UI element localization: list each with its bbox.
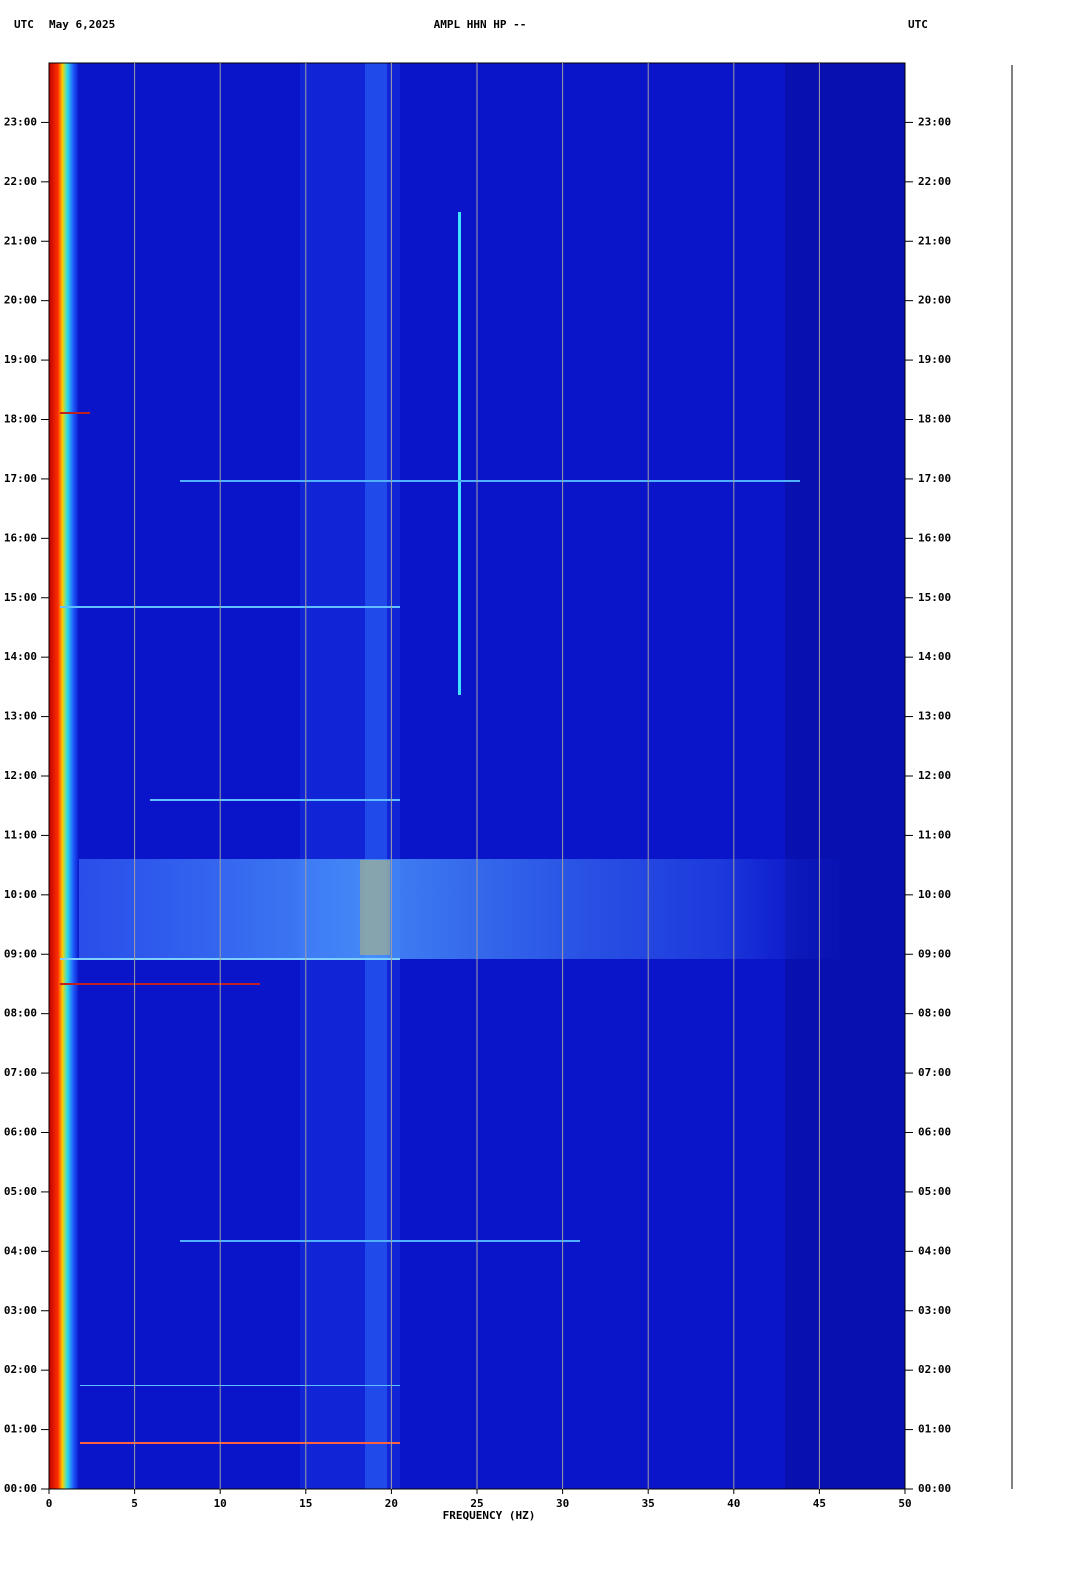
y-tick-label: 04:00 [918, 1244, 951, 1257]
y-tick-label: 15:00 [918, 591, 951, 604]
y-tick-label: 14:00 [918, 650, 951, 663]
y-tick-label: 09:00 [918, 947, 951, 960]
y-tick-label: 16:00 [4, 531, 37, 544]
y-tick-label: 11:00 [4, 828, 37, 841]
y-tick-label: 02:00 [4, 1363, 37, 1376]
y-tick-label: 18:00 [4, 413, 37, 426]
y-tick-label: 08:00 [918, 1007, 951, 1020]
timezone-left: UTC [14, 18, 34, 31]
x-tick-label: 15 [299, 1497, 312, 1510]
y-tick-label: 11:00 [918, 828, 951, 841]
y-tick-label: 12:00 [4, 769, 37, 782]
y-tick-label: 17:00 [4, 472, 37, 485]
y-tick-label: 09:00 [4, 947, 37, 960]
y-tick-label: 04:00 [4, 1244, 37, 1257]
x-tick-label: 20 [385, 1497, 398, 1510]
y-tick-label: 16:00 [918, 531, 951, 544]
y-tick-label: 07:00 [918, 1066, 951, 1079]
x-tick-label: 35 [642, 1497, 655, 1510]
y-tick-label: 14:00 [4, 650, 37, 663]
y-tick-label: 01:00 [918, 1423, 951, 1436]
y-tick-label: 22:00 [4, 175, 37, 188]
y-tick-label: 21:00 [918, 234, 951, 247]
y-tick-label: 10:00 [4, 888, 37, 901]
x-tick-label: 30 [556, 1497, 569, 1510]
y-tick-label: 23:00 [4, 115, 37, 128]
y-tick-label: 07:00 [4, 1066, 37, 1079]
y-tick-label: 15:00 [4, 591, 37, 604]
timezone-right: UTC [908, 18, 928, 31]
y-tick-label: 13:00 [4, 710, 37, 723]
y-tick-label: 01:00 [4, 1423, 37, 1436]
y-tick-label: 23:00 [918, 115, 951, 128]
y-tick-label: 08:00 [4, 1007, 37, 1020]
x-tick-label: 45 [813, 1497, 826, 1510]
date: May 6,2025 [49, 18, 115, 31]
y-tick-label: 20:00 [4, 294, 37, 307]
y-tick-label: 02:00 [918, 1363, 951, 1376]
y-tick-label: 17:00 [918, 472, 951, 485]
y-tick-label: 21:00 [4, 234, 37, 247]
x-tick-label: 50 [898, 1497, 911, 1510]
y-tick-label: 06:00 [918, 1126, 951, 1139]
y-tick-label: 12:00 [918, 769, 951, 782]
chart-title: AMPL HHN HP -- [434, 18, 527, 31]
x-tick-label: 40 [727, 1497, 740, 1510]
y-tick-label: 05:00 [918, 1185, 951, 1198]
y-tick-label: 00:00 [918, 1482, 951, 1495]
y-tick-label: 06:00 [4, 1126, 37, 1139]
y-tick-label: 10:00 [918, 888, 951, 901]
x-tick-label: 5 [131, 1497, 138, 1510]
y-tick-label: 18:00 [918, 413, 951, 426]
y-tick-label: 03:00 [4, 1304, 37, 1317]
x-tick-label: 25 [470, 1497, 483, 1510]
x-axis-label: FREQUENCY (HZ) [443, 1509, 536, 1522]
y-tick-label: 05:00 [4, 1185, 37, 1198]
y-tick-label: 19:00 [918, 353, 951, 366]
y-tick-label: 13:00 [918, 710, 951, 723]
y-tick-label: 19:00 [4, 353, 37, 366]
y-tick-label: 20:00 [918, 294, 951, 307]
y-tick-label: 00:00 [4, 1482, 37, 1495]
y-tick-label: 03:00 [918, 1304, 951, 1317]
y-tick-label: 22:00 [918, 175, 951, 188]
x-tick-label: 0 [46, 1497, 53, 1510]
x-tick-label: 10 [214, 1497, 227, 1510]
